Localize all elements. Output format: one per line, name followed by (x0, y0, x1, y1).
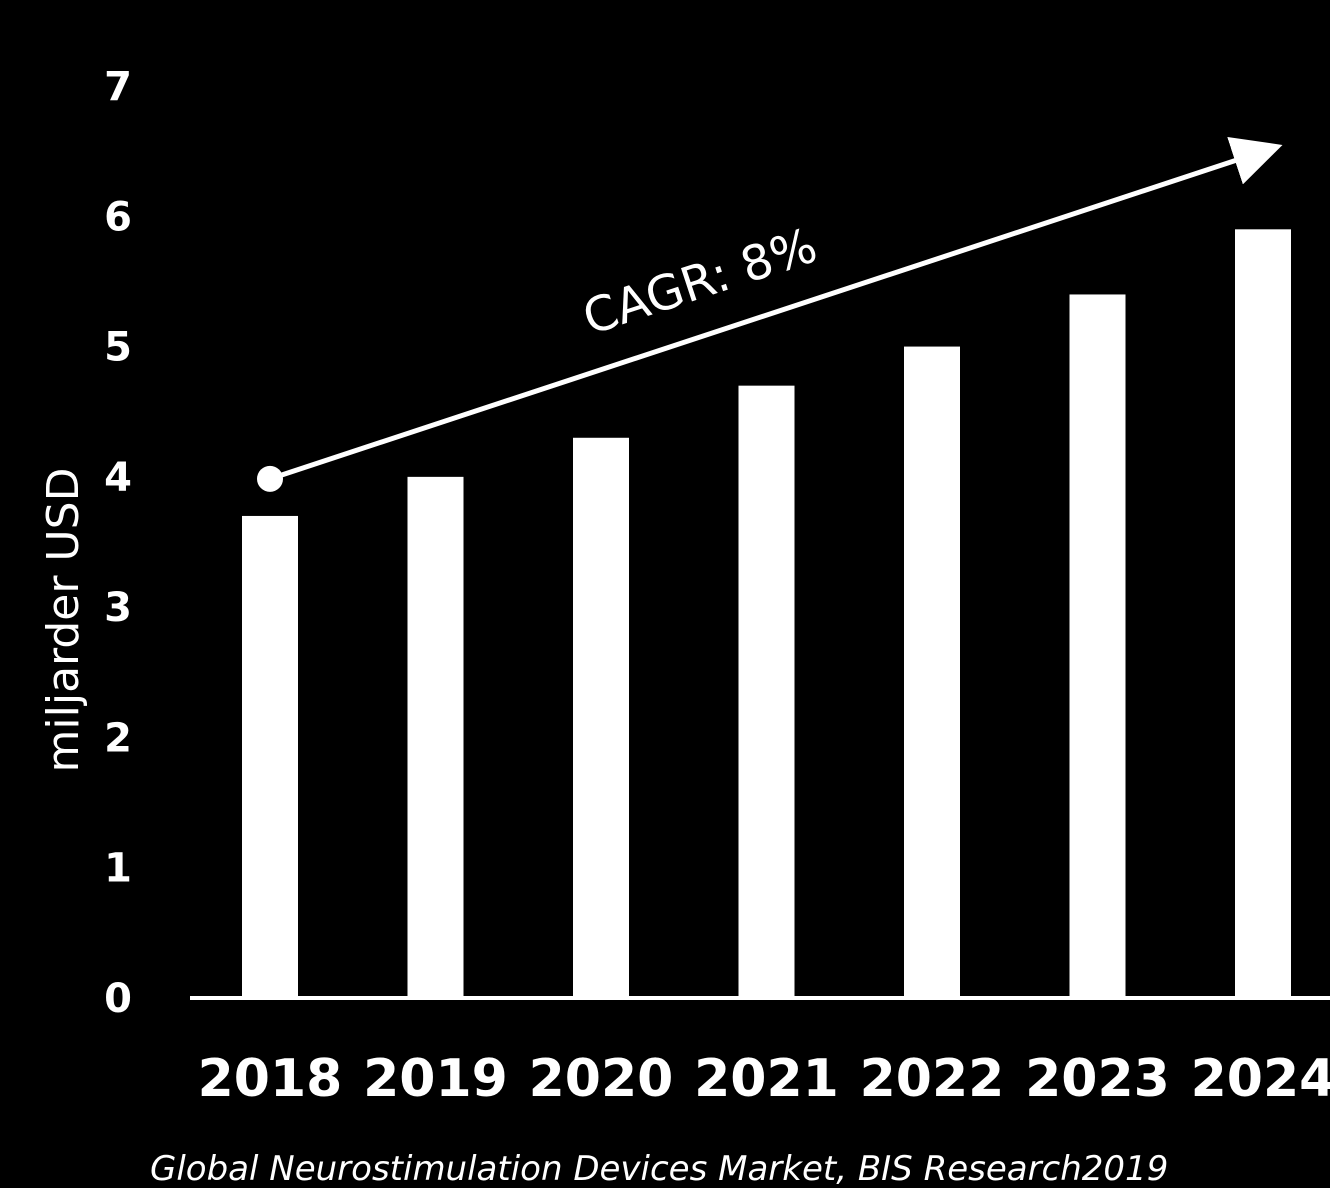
y-tick-label: 5 (104, 325, 132, 371)
x-tick-label: 2021 (694, 1049, 839, 1109)
y-tick-label: 2 (104, 715, 132, 761)
cagr-label: CAGR: 8% (576, 217, 824, 346)
x-tick-label: 2024 (1191, 1049, 1330, 1109)
y-tick-label: 0 (104, 976, 132, 1022)
bar (407, 476, 464, 998)
x-tick-label: 2022 (860, 1049, 1005, 1109)
bar (904, 346, 960, 999)
bars (242, 229, 1291, 999)
x-tick-label: 2019 (363, 1049, 508, 1109)
bar (1235, 229, 1291, 999)
bar (242, 515, 298, 998)
y-tick-label: 3 (104, 585, 132, 631)
x-tick-label: 2023 (1025, 1049, 1170, 1109)
cagr-start-dot (257, 465, 283, 492)
source-label: Global Neurostimulation Devices Market, … (150, 1149, 1168, 1188)
bar (1069, 294, 1126, 998)
y-tick-label: 6 (104, 194, 132, 240)
x-tick-label: 2020 (529, 1049, 674, 1109)
x-axis-ticks: 2018 2019 2020 2021 2022 2023 2024 (198, 1049, 1330, 1109)
y-axis-label: miljarder USD (38, 468, 89, 773)
bar (738, 385, 795, 999)
y-tick-label: 7 (104, 64, 132, 110)
cagr-arrow (269, 136, 1283, 482)
bar (573, 437, 629, 998)
y-tick-label: 1 (104, 846, 132, 892)
y-axis-ticks: 0 1 2 3 4 5 6 7 (104, 64, 132, 1022)
x-tick-label: 2018 (198, 1049, 343, 1109)
y-tick-label: 4 (104, 455, 132, 501)
